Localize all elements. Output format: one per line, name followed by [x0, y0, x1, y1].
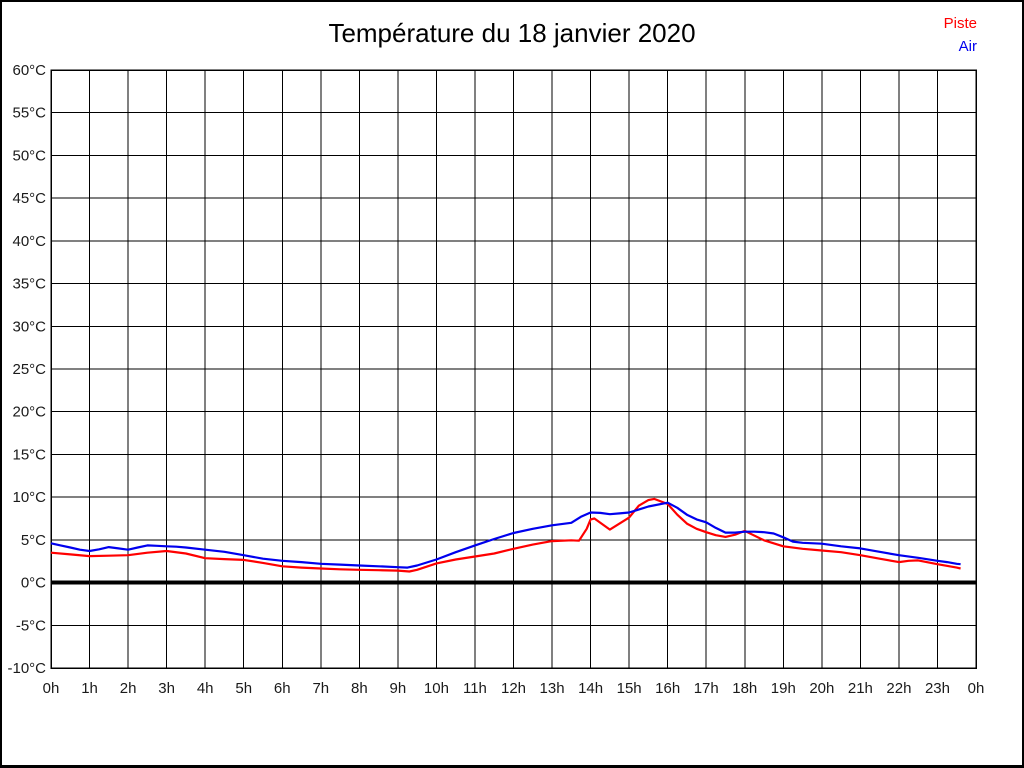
x-axis-tick-label: 7h: [312, 680, 329, 697]
y-axis-tick-label: 45°C: [12, 190, 46, 207]
x-axis-tick-label: 6h: [274, 680, 291, 697]
x-axis-tick-label: 0h: [968, 680, 985, 697]
x-axis-tick-label: 14h: [578, 680, 603, 697]
legend-item-piste: Piste: [944, 12, 977, 35]
y-axis-tick-label: 40°C: [12, 233, 46, 250]
plot-border: [50, 69, 977, 669]
x-axis-tick-label: 18h: [732, 680, 757, 697]
x-axis-tick-label: 22h: [886, 680, 911, 697]
x-axis-tick-label: 23h: [925, 680, 950, 697]
legend-label-air: Air: [958, 38, 977, 55]
y-axis-tick-label: 60°C: [12, 62, 46, 79]
chart-title: Température du 18 janvier 2020: [328, 18, 696, 48]
legend-item-air: Air: [944, 35, 977, 58]
y-axis-tick-label: 50°C: [12, 147, 46, 164]
y-axis-tick-label: 15°C: [12, 446, 46, 463]
x-axis-tick-label: 16h: [655, 680, 680, 697]
x-axis-tick-label: 10h: [424, 680, 449, 697]
x-axis-tick-label: 12h: [501, 680, 526, 697]
y-axis-tick-label: 55°C: [12, 105, 46, 122]
legend-label-piste: Piste: [943, 15, 977, 32]
series-line-piste: [50, 497, 961, 573]
x-axis-tick-label: 17h: [694, 680, 719, 697]
x-axis-tick-label: 8h: [351, 680, 368, 697]
x-axis-tick-label: 2h: [120, 680, 137, 697]
y-axis-tick-label: -5°C: [16, 617, 46, 634]
y-axis-tick-label: 25°C: [12, 361, 46, 378]
series-line-air: [50, 501, 961, 569]
x-axis-tick-label: 15h: [617, 680, 642, 697]
x-axis-tick-label: 19h: [771, 680, 796, 697]
y-axis-tick-label: 10°C: [12, 489, 46, 506]
x-axis-tick-label: 9h: [390, 680, 407, 697]
x-axis-tick-label: 20h: [809, 680, 834, 697]
x-axis-tick-label: 3h: [158, 680, 175, 697]
x-axis-tick-label: 1h: [81, 680, 98, 697]
x-axis-tick-label: 21h: [848, 680, 873, 697]
x-axis-tick-label: 4h: [197, 680, 214, 697]
y-axis-tick-label: 30°C: [12, 318, 46, 335]
y-axis-tick-label: -10°C: [7, 660, 46, 677]
x-axis-tick-label: 5h: [235, 680, 252, 697]
x-axis-tick-label: 0h: [43, 680, 60, 697]
x-axis-tick-label: 13h: [540, 680, 565, 697]
chart-legend: Piste Air: [944, 12, 977, 58]
y-axis-tick-label: 20°C: [12, 404, 46, 421]
y-axis-tick-label: 35°C: [12, 276, 46, 293]
y-axis-tick-label: 0°C: [21, 575, 46, 592]
x-axis-tick-label: 11h: [463, 680, 487, 697]
y-axis-tick-label: 5°C: [21, 532, 46, 549]
